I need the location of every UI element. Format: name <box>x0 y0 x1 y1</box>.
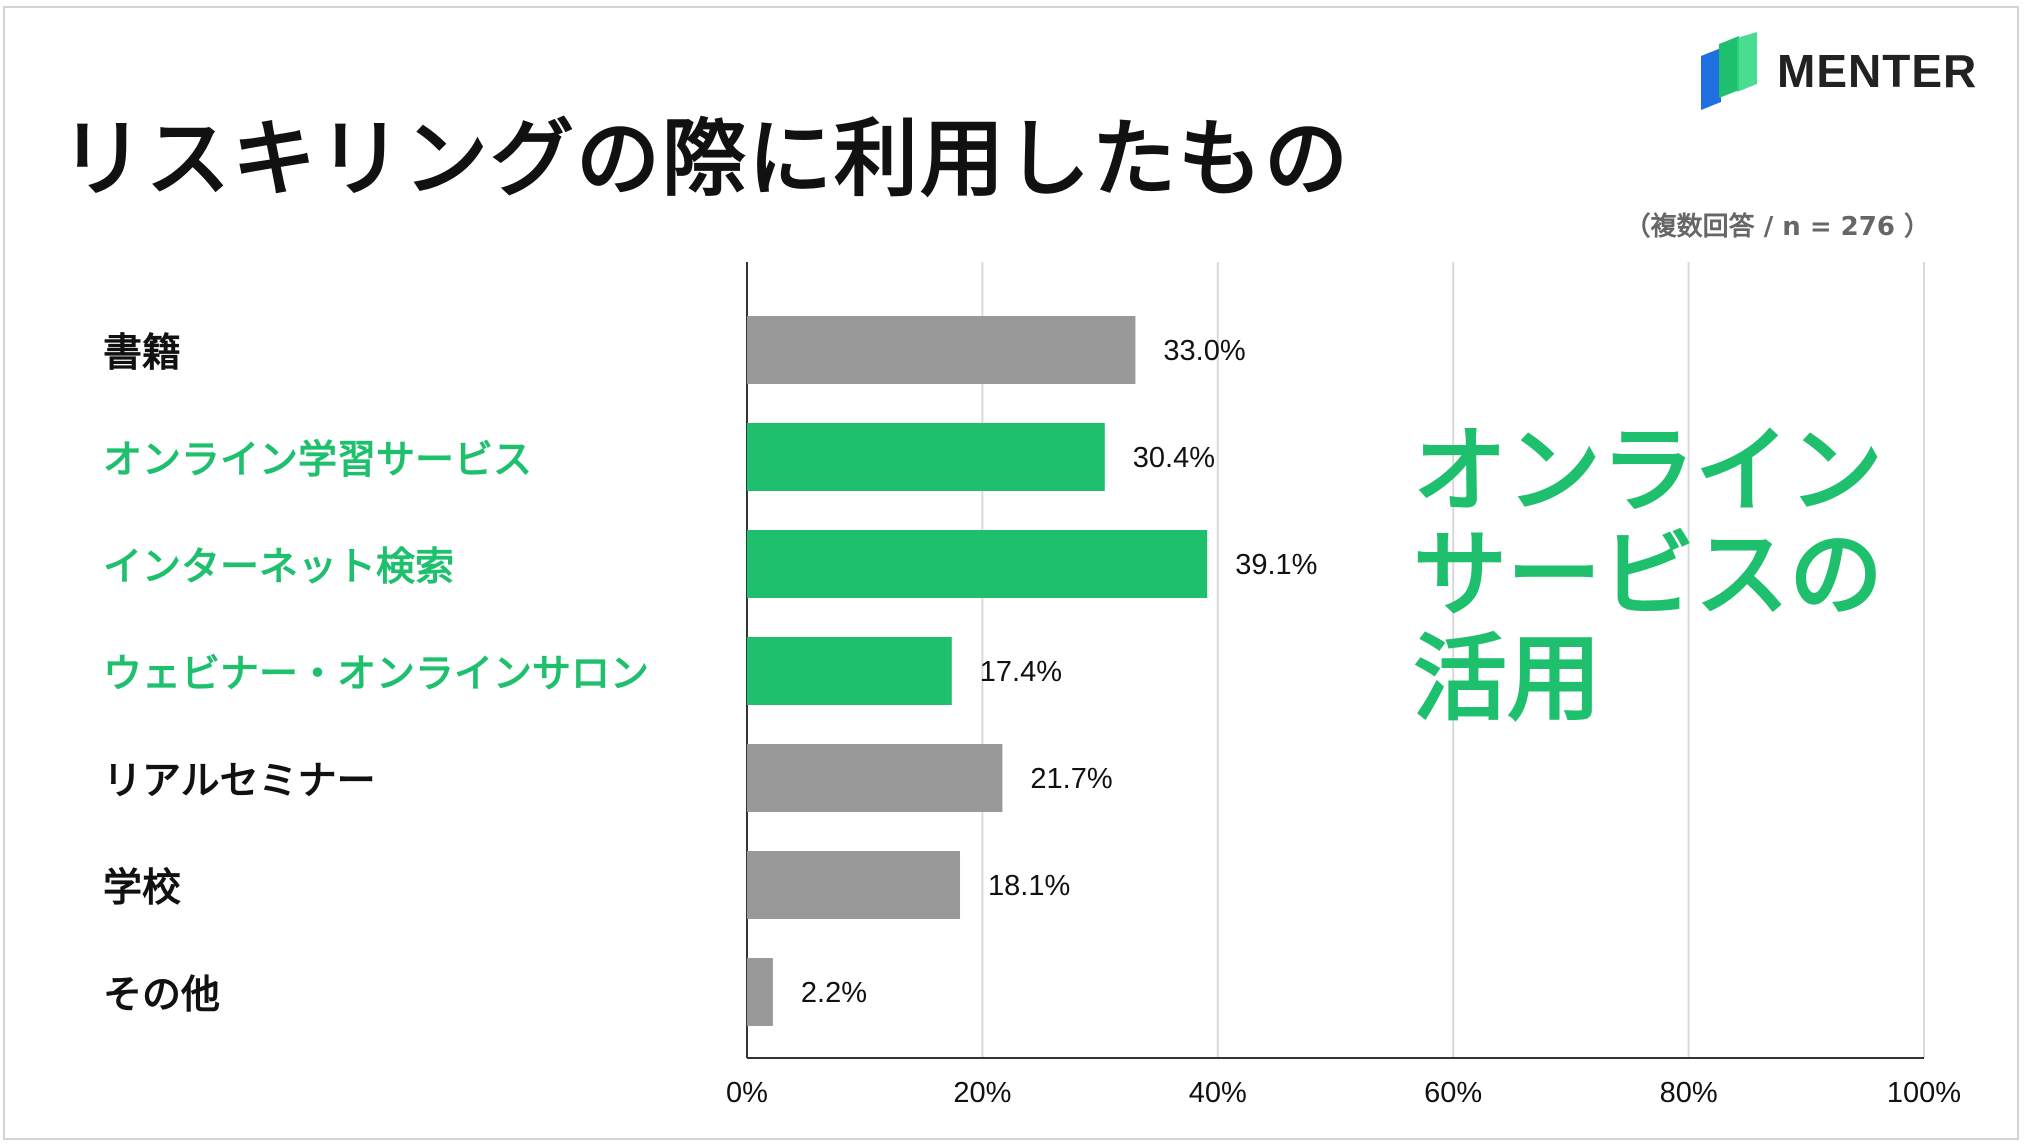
slide-frame <box>3 6 2019 1140</box>
bar <box>747 530 1208 598</box>
bar-value-label: 2.2% <box>801 977 867 1009</box>
bar-value-label: 30.4% <box>1133 442 1215 474</box>
callout-line: オンライン <box>1413 417 1884 526</box>
bar <box>747 637 952 705</box>
x-tick-label: 80% <box>1660 1077 1718 1109</box>
brand-logo: MENTER <box>1697 30 1976 112</box>
x-tick-label: 60% <box>1424 1077 1482 1109</box>
callout-text: オンライン サービスの 活用 <box>1413 420 1883 732</box>
x-tick-label: 100% <box>1887 1077 1961 1109</box>
category-label: 学校 <box>103 866 182 911</box>
bar-value-label: 18.1% <box>988 870 1070 902</box>
bar-value-label: 21.7% <box>1030 763 1112 795</box>
bar <box>747 316 1136 384</box>
bar-value-label: 39.1% <box>1235 549 1317 581</box>
category-label: リアルセミナー <box>103 759 376 804</box>
x-tick-label: 20% <box>953 1077 1011 1109</box>
x-tick-label: 0% <box>726 1077 768 1109</box>
bar <box>747 744 1003 812</box>
bar-value-label: 17.4% <box>980 656 1062 688</box>
category-label: 書籍 <box>103 331 182 376</box>
callout-line: サービスの <box>1413 521 1884 630</box>
category-label: その他 <box>103 973 221 1018</box>
x-tick-label: 40% <box>1189 1077 1247 1109</box>
bar-value-label: 33.0% <box>1163 335 1245 367</box>
bar <box>747 423 1105 491</box>
callout-line: 活用 <box>1413 625 1602 734</box>
page-title: リスキリングの際に利用したもの <box>60 110 1351 208</box>
menter-logo-icon <box>1701 32 1757 110</box>
category-label: インターネット検索 <box>103 545 455 590</box>
bar <box>747 851 961 919</box>
category-label: オンライン学習サービス <box>103 438 533 483</box>
category-label: ウェビナー・オンラインサロン <box>103 652 650 697</box>
bar <box>747 958 773 1026</box>
brand-name: MENTER <box>1777 45 1978 97</box>
sample-note: （複数回答 / n = 276 ） <box>1624 212 1930 242</box>
